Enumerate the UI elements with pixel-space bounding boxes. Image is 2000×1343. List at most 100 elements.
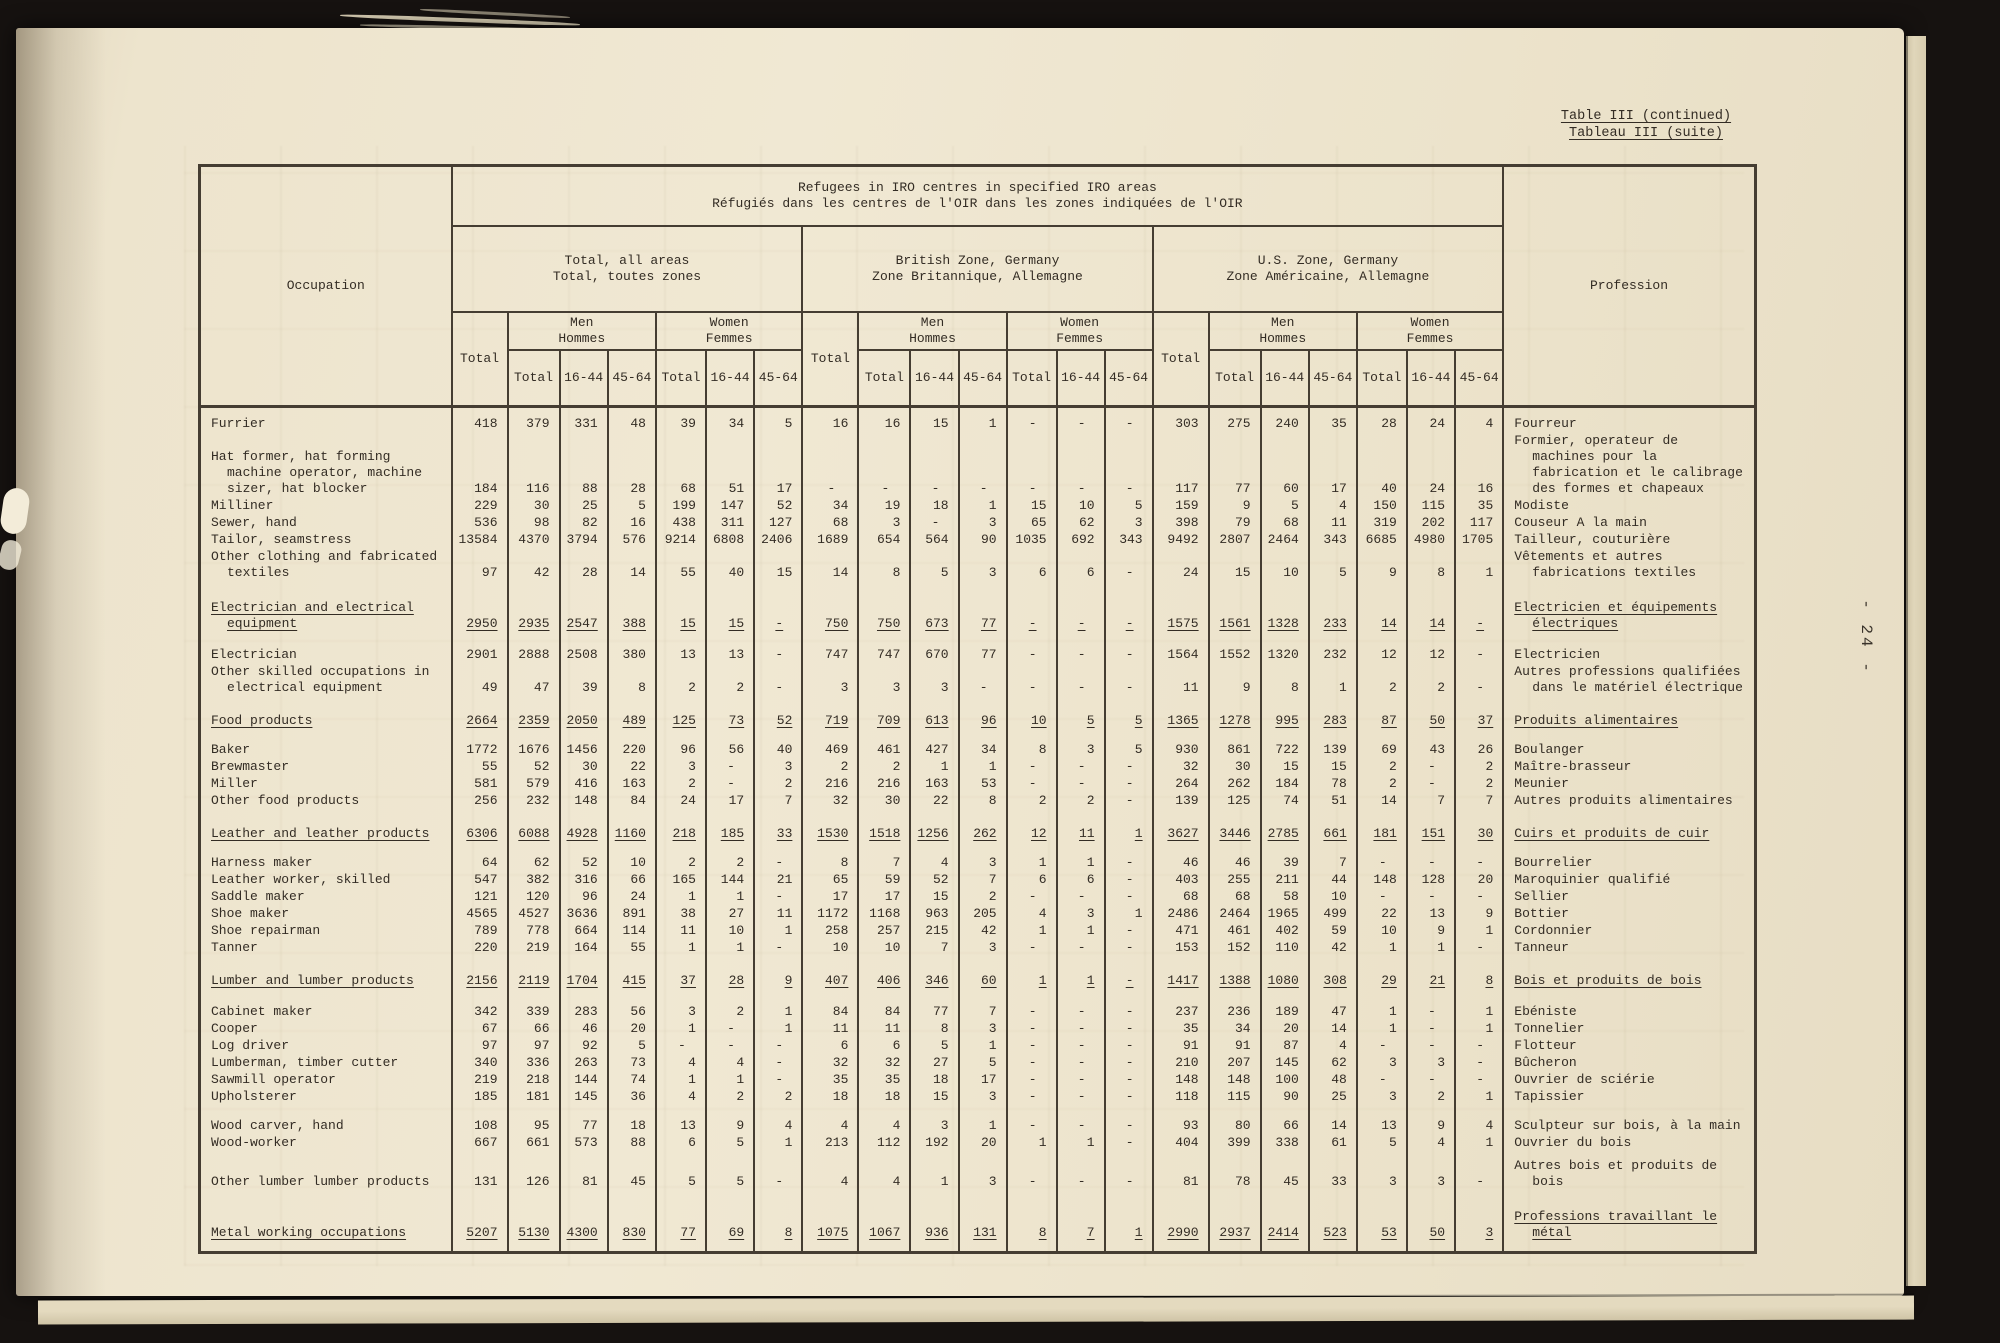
table-row: Hat former, hat forming machine operator… xyxy=(198,433,1757,498)
profession-cell: Maître-brasseur xyxy=(1502,759,1757,776)
profession-cell: Tailleur, couturière xyxy=(1502,532,1757,549)
value-cell: - xyxy=(1005,1072,1058,1089)
value-cell: - xyxy=(1055,759,1106,776)
table-row: Other skilled occupations in electrical … xyxy=(198,664,1757,697)
value-cell: 3627 xyxy=(1151,810,1210,843)
value-cell: 10 xyxy=(801,940,860,957)
value-cell: 51 xyxy=(704,433,756,498)
value-cell: 42 xyxy=(506,549,561,582)
value-cell: 219 xyxy=(506,940,561,957)
value-cell: 213 xyxy=(801,1135,860,1152)
value-cell: 33 xyxy=(1307,1152,1358,1191)
value-cell: 30 xyxy=(558,759,609,776)
statistics-table-wrapper: Occupation Refugees in IRO centres in sp… xyxy=(198,164,1757,1254)
value-cell: 342 xyxy=(450,990,509,1021)
value-cell: 331 xyxy=(558,406,609,433)
page-edge-bottom xyxy=(37,1295,1915,1325)
value-cell: - xyxy=(957,664,1008,697)
value-cell: 2 xyxy=(704,990,756,1021)
value-cell: - xyxy=(1005,990,1058,1021)
value-cell: 7 xyxy=(1405,793,1457,810)
profession-column-header: Profession xyxy=(1502,164,1757,408)
value-cell: 40 xyxy=(753,730,804,759)
value-cell: 14 xyxy=(1355,793,1408,810)
value-cell: 147 xyxy=(704,498,756,515)
value-cell: 2 xyxy=(1055,793,1106,810)
value-cell: 719 xyxy=(801,697,860,730)
value-cell: 2 xyxy=(1005,793,1058,810)
occupation-cell: Cooper xyxy=(198,1021,453,1038)
value-cell: 60 xyxy=(1259,433,1310,498)
value-cell: 2 xyxy=(1355,664,1408,697)
value-cell: 1160 xyxy=(606,810,657,843)
value-cell: 382 xyxy=(506,872,561,889)
value-cell: 15 xyxy=(1307,759,1358,776)
occupation-cell: Furrier xyxy=(198,406,453,433)
value-cell: 7 xyxy=(1055,1191,1106,1253)
value-cell: 1 xyxy=(704,889,756,906)
value-cell: 7 xyxy=(1454,793,1505,810)
zone-total-header: Total xyxy=(801,311,860,408)
value-cell: 77 xyxy=(909,990,960,1021)
value-cell: 13 xyxy=(654,633,707,664)
value-cell: 163 xyxy=(606,776,657,793)
value-cell: 207 xyxy=(1207,1055,1262,1072)
value-cell: 127 xyxy=(753,515,804,532)
value-cell: 159 xyxy=(1151,498,1210,515)
value-cell: 236 xyxy=(1207,990,1262,1021)
value-cell: - xyxy=(1005,1021,1058,1038)
value-cell: 4 xyxy=(704,1055,756,1072)
value-cell: 165 xyxy=(654,872,707,889)
value-cell: 145 xyxy=(558,1089,609,1106)
value-cell: - xyxy=(1005,889,1058,906)
value-cell: 28 xyxy=(704,957,756,990)
value-cell: - xyxy=(753,1072,804,1089)
value-cell: 4 xyxy=(1454,1106,1505,1135)
value-cell: 6808 xyxy=(704,532,756,549)
occupation-cell: Electrician xyxy=(198,633,453,664)
value-cell: 11 xyxy=(654,923,707,940)
title-line-en: Table III (continued) xyxy=(1560,109,1732,124)
value-cell: 53 xyxy=(957,776,1008,793)
value-cell: 24 xyxy=(1405,406,1457,433)
men-header: Men Hommes xyxy=(1207,311,1358,351)
value-cell: 35 xyxy=(857,1072,912,1089)
value-cell: 15 xyxy=(753,549,804,582)
value-cell: 153 xyxy=(1151,940,1210,957)
value-cell: 3 xyxy=(957,549,1008,582)
value-cell: 237 xyxy=(1151,990,1210,1021)
value-cell: 1 xyxy=(654,889,707,906)
value-cell: 1365 xyxy=(1151,697,1210,730)
value-cell: 1561 xyxy=(1207,582,1262,633)
value-cell: - xyxy=(1454,940,1505,957)
value-cell: 17 xyxy=(801,889,860,906)
value-cell: - xyxy=(1005,759,1058,776)
value-cell: - xyxy=(1005,582,1058,633)
value-cell: 49 xyxy=(450,664,509,697)
value-cell: 52 xyxy=(753,697,804,730)
occupation-cell: Other skilled occupations in electrical … xyxy=(198,664,453,697)
value-cell: 262 xyxy=(957,810,1008,843)
value-cell: 7 xyxy=(957,872,1008,889)
value-cell: 7 xyxy=(753,793,804,810)
profession-cell: Bois et produits de bois xyxy=(1502,957,1757,990)
profession-cell: Bourrelier xyxy=(1502,843,1757,872)
value-cell: 3 xyxy=(1454,1191,1505,1253)
age-16-44-header: 16-44 xyxy=(1055,349,1106,408)
value-cell: 283 xyxy=(558,990,609,1021)
profession-cell: Ebéniste xyxy=(1502,990,1757,1021)
men-total-header: Total xyxy=(857,349,912,408)
value-cell: 1 xyxy=(1355,990,1408,1021)
value-cell: 1 xyxy=(1454,1021,1505,1038)
value-cell: 20 xyxy=(606,1021,657,1038)
value-cell: 2359 xyxy=(506,697,561,730)
value-cell: 861 xyxy=(1207,730,1262,759)
value-cell: - xyxy=(753,633,804,664)
value-cell: 42 xyxy=(1307,940,1358,957)
value-cell: 15 xyxy=(1259,759,1310,776)
value-cell: 750 xyxy=(801,582,860,633)
value-cell: 789 xyxy=(450,923,509,940)
table-row: Lumberman, timber cutter 340 336 263 73 4 4-32… xyxy=(198,1055,1757,1072)
value-cell: 654 xyxy=(857,532,912,549)
value-cell: - xyxy=(1055,990,1106,1021)
